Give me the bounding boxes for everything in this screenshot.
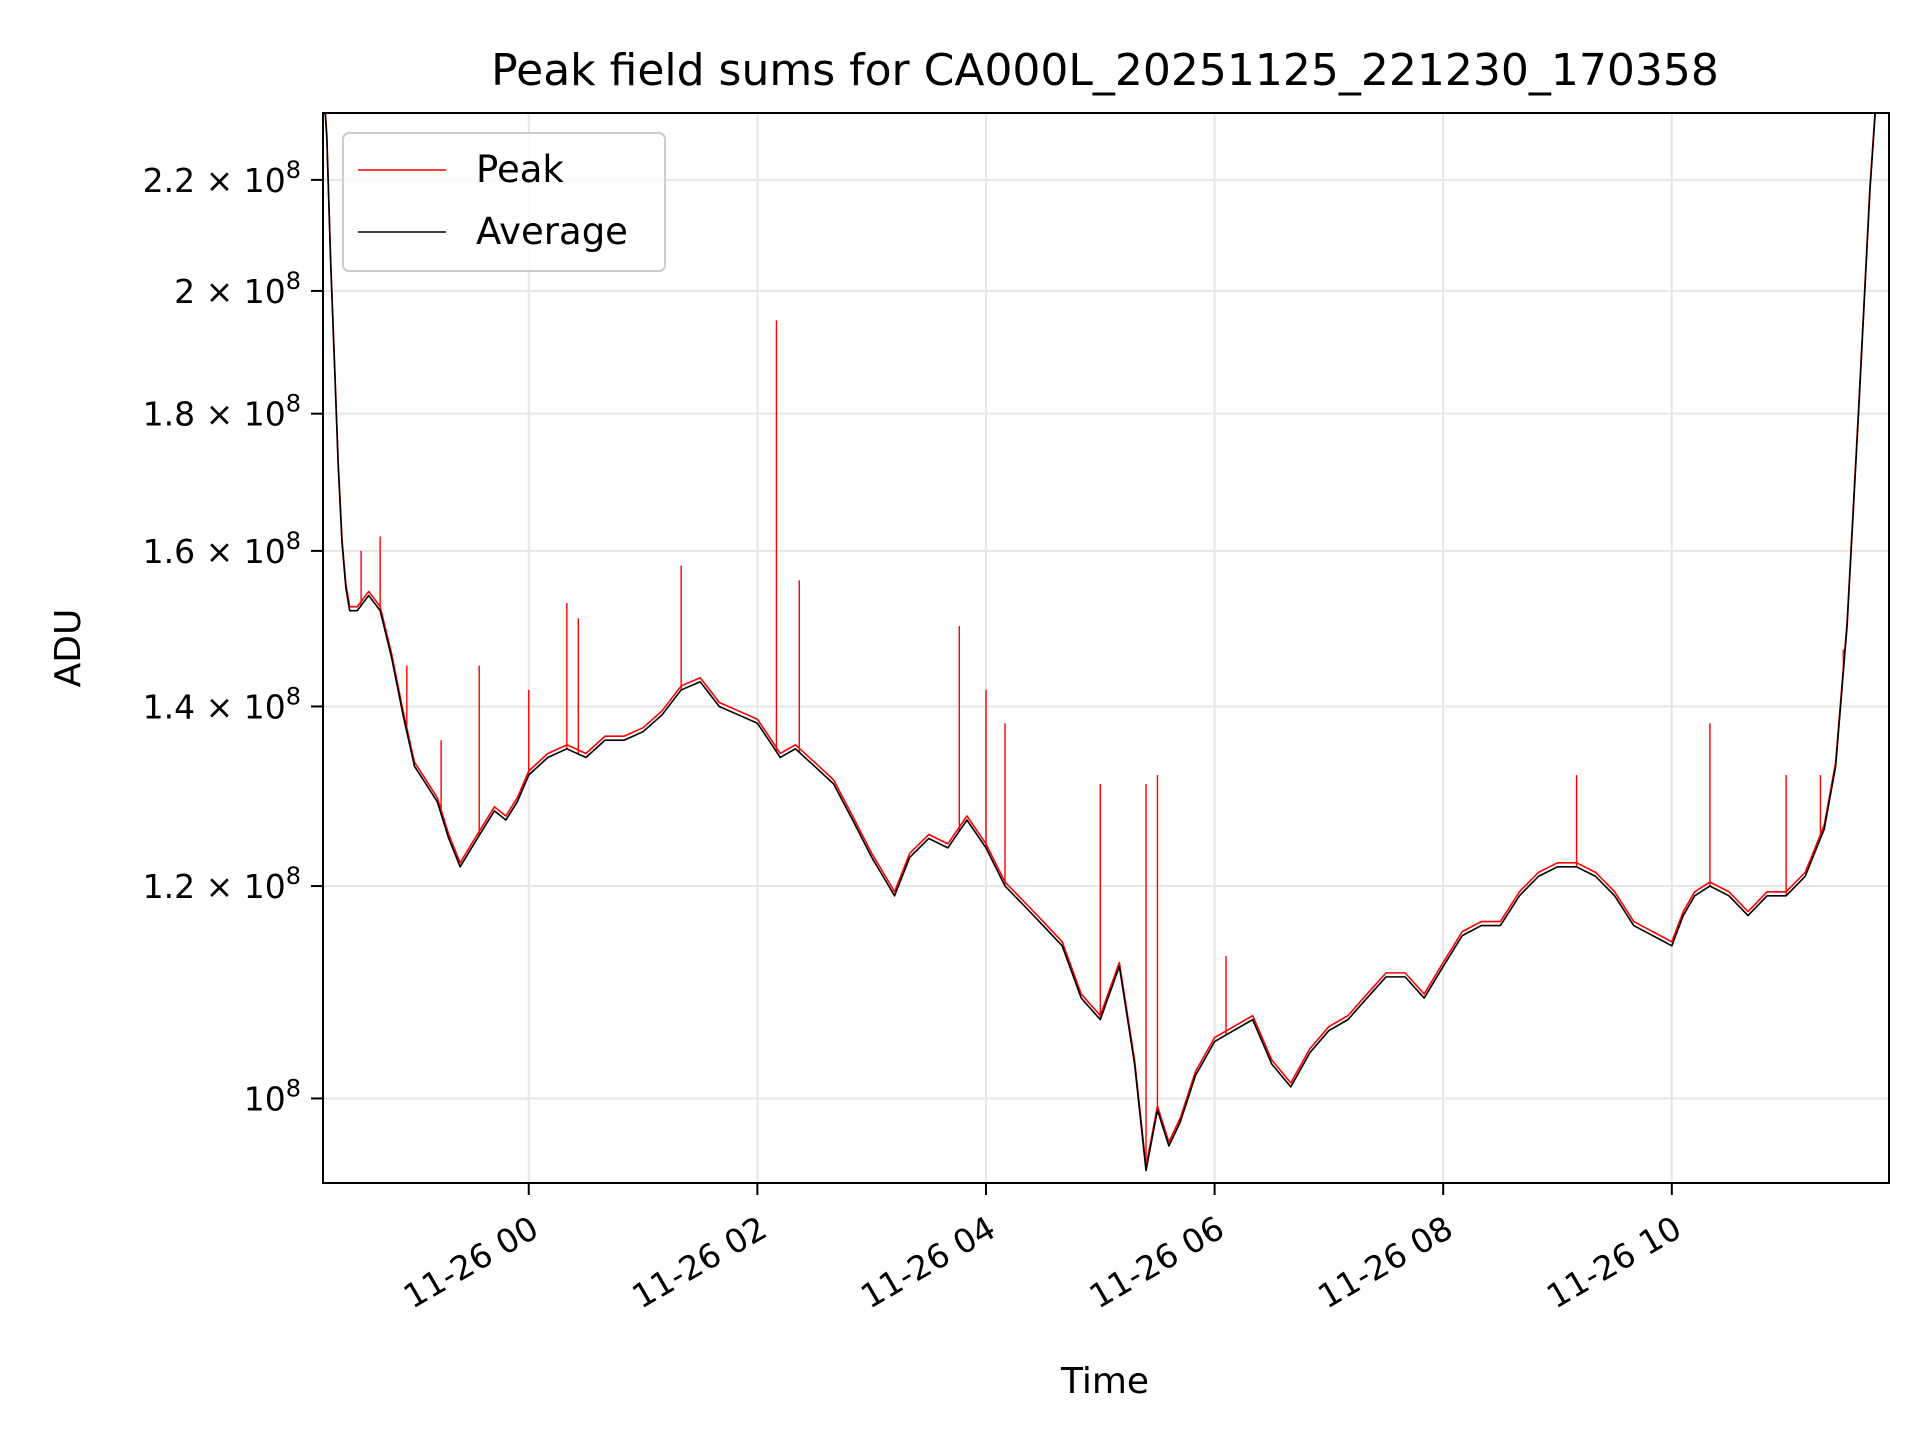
series-layer [324, 113, 1877, 1172]
legend-box [342, 132, 666, 272]
y-tick-label: 1.4 × 108 [143, 682, 301, 726]
peak-series-line [324, 113, 1876, 1168]
legend: Peak Average [342, 132, 666, 272]
legend-average-label: Average [476, 210, 628, 253]
x-axis-label: Time [1060, 1361, 1149, 1402]
y-tick-label: 1.2 × 108 [143, 862, 301, 906]
y-tick-label: 2 × 108 [174, 267, 301, 311]
y-axis-label: ADU [48, 609, 89, 688]
y-tick-label: 108 [244, 1074, 301, 1118]
legend-peak-label: Peak [476, 148, 564, 191]
plot-area [324, 113, 1877, 1172]
y-tick-label: 2.2 × 108 [143, 156, 301, 200]
y-axis: 108 1.2 × 108 1.4 × 108 1.6 × 108 1.8 × 108 2… [143, 156, 323, 1118]
average-series-line [324, 113, 1877, 1172]
gridlines [323, 113, 1889, 1183]
chart-title: Peak field sums for CA000L_20251125_2212… [491, 45, 1719, 96]
plot-frame [322, 112, 1890, 1184]
y-tick-label: 1.8 × 108 [143, 390, 301, 434]
y-tick-label: 1.6 × 108 [143, 527, 301, 571]
